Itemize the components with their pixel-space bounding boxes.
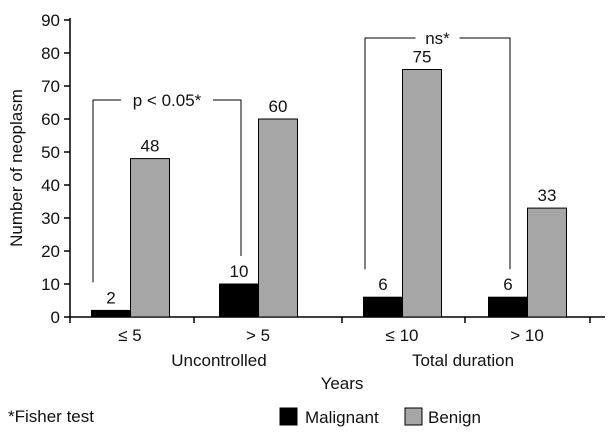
annotations: p < 0.05* ns* (92, 29, 511, 283)
legend-swatch-malignant (279, 407, 298, 426)
x-axis-title: Years (321, 374, 364, 393)
significance-bracket (92, 99, 242, 283)
y-tick-label: 70 (41, 77, 60, 96)
y-tick-label: 30 (41, 209, 60, 228)
data-label: 60 (269, 97, 288, 116)
data-label: 48 (141, 137, 160, 156)
data-label: 6 (378, 275, 387, 294)
bar-benign (402, 69, 442, 318)
y-tick-label: 50 (41, 143, 60, 162)
x-tick-label: > 5 (246, 326, 270, 345)
footnote: *Fisher test (8, 407, 94, 426)
bars (91, 69, 567, 318)
legend-label-malignant: Malignant (305, 408, 379, 427)
group-label-uncontrolled: Uncontrolled (171, 351, 266, 370)
x-tick-label: > 10 (510, 326, 544, 345)
bar-malignant (91, 309, 131, 318)
y-tick-label: 20 (41, 242, 60, 261)
y-tick-label: 0 (51, 308, 60, 327)
bar-malignant (219, 283, 259, 318)
legend: Malignant Benign (279, 407, 481, 427)
legend-swatch-benign (404, 407, 423, 426)
axes: 0 10 20 30 40 50 60 70 80 90 ≤ 5 > 5 ≤ 10 > 10 (41, 11, 605, 345)
y-tick-label: 10 (41, 275, 60, 294)
data-label: 6 (503, 275, 512, 294)
legend-label-benign: Benign (428, 408, 481, 427)
bar-malignant (488, 296, 528, 318)
x-tick-label: ≤ 5 (118, 326, 142, 345)
y-tick-label: 60 (41, 110, 60, 129)
significance-label: ns* (425, 29, 450, 48)
bar-malignant (363, 296, 403, 318)
significance-label: p < 0.05* (133, 91, 202, 110)
data-labels: 2 10 6 6 48 60 75 33 (106, 48, 556, 308)
y-tick-label: 40 (41, 176, 60, 195)
y-axis-title: Number of neoplasm (7, 89, 26, 247)
significance-bracket (364, 37, 511, 270)
y-tick-label: 90 (41, 11, 60, 30)
group-label-total-duration: Total duration (412, 351, 514, 370)
bar-benign (130, 158, 170, 318)
bar-benign (527, 207, 567, 318)
bar-benign (258, 118, 298, 318)
x-tick-label: ≤ 10 (386, 326, 419, 345)
data-label: 33 (538, 186, 557, 205)
data-label: 75 (413, 48, 432, 67)
data-label: 2 (106, 288, 115, 307)
y-tick-label: 80 (41, 44, 60, 63)
data-label: 10 (230, 262, 249, 281)
